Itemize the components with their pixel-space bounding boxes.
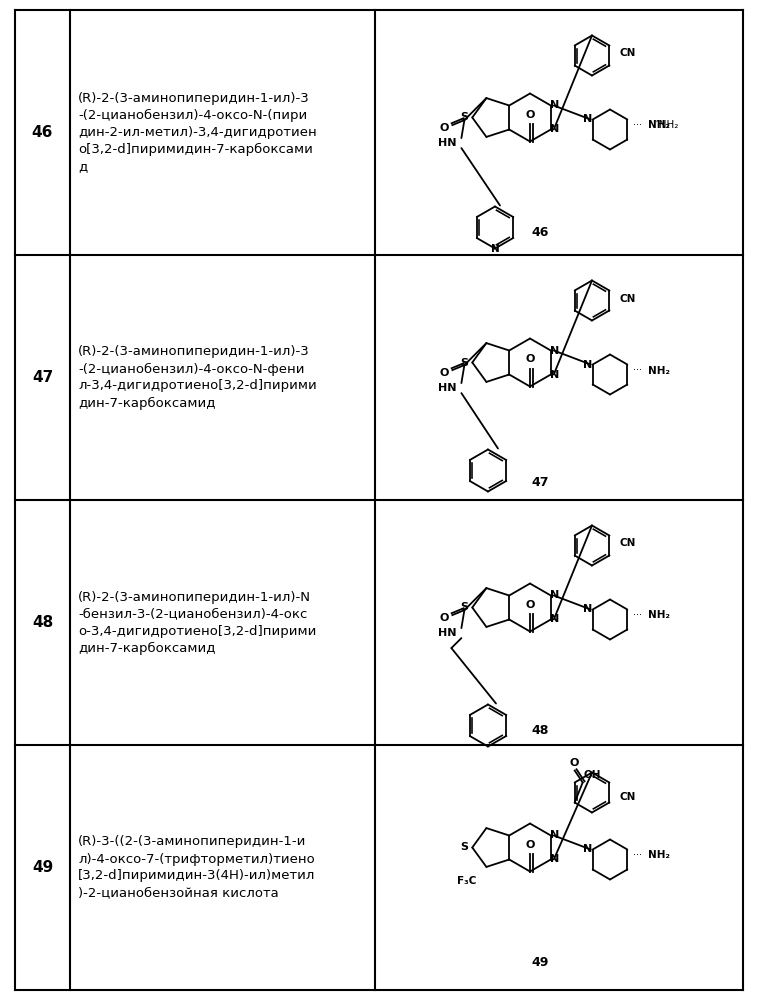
Text: O: O [525,840,534,850]
Text: о-3,4-дигидротиено[3,2-d]пирими: о-3,4-дигидротиено[3,2-d]пирими [78,624,317,638]
Text: N: N [583,844,592,854]
Text: 46: 46 [531,226,549,239]
Text: O: O [525,599,534,609]
Text: 49: 49 [531,956,549,969]
Text: S: S [460,842,468,852]
Text: NH₂: NH₂ [648,610,670,620]
Text: N: N [550,124,559,134]
Text: O: O [525,109,534,119]
Text: дин-7-карбоксамид: дин-7-карбоксамид [78,641,216,655]
Text: N: N [550,854,559,864]
Text: дин-7-карбоксамид: дин-7-карбоксамид [78,396,216,410]
Text: -(2-цианобензил)-4-оксо-N-фени: -(2-цианобензил)-4-оксо-N-фени [78,362,304,376]
Text: N: N [550,369,559,379]
Text: N: N [583,360,592,369]
Text: HN: HN [438,138,457,148]
Text: 49: 49 [32,860,53,875]
Text: NH₂: NH₂ [648,850,670,860]
Text: (R)-2-(3-аминопиперидин-1-ил)-N: (R)-2-(3-аминопиперидин-1-ил)-N [78,590,311,603]
Text: O: O [525,355,534,364]
Text: (R)-2-(3-аминопиперидин-1-ил)-3: (R)-2-(3-аминопиперидин-1-ил)-3 [78,346,310,359]
Text: HN: HN [438,383,457,393]
Text: S: S [460,112,468,122]
Text: S: S [460,602,468,612]
Text: [3,2-d]пиримидин-3(4H)-ил)метил: [3,2-d]пиримидин-3(4H)-ил)метил [78,869,316,882]
Text: F₃C: F₃C [458,876,477,886]
Text: 48: 48 [32,615,53,630]
Text: N: N [550,590,559,600]
Text: OH: OH [584,770,601,780]
Text: N: N [583,604,592,614]
Text: CN: CN [620,538,636,548]
Text: ···: ··· [633,120,642,130]
Text: ···: ··· [633,850,642,860]
Text: CN: CN [620,48,636,58]
Text: -бензил-3-(2-цианобензил)-4-окс: -бензил-3-(2-цианобензил)-4-окс [78,607,307,620]
Text: ’’NH₂: ’’NH₂ [652,120,679,130]
Text: 48: 48 [531,724,549,737]
Text: N: N [490,243,499,253]
Text: CN: CN [620,294,636,304]
Text: 47: 47 [531,476,549,489]
Text: (R)-2-(3-аминопиперидин-1-ил)-3: (R)-2-(3-аминопиперидин-1-ил)-3 [78,92,310,105]
Text: л)-4-оксо-7-(трифторметил)тиено: л)-4-оксо-7-(трифторметил)тиено [78,852,315,865]
Text: )-2-цианобензойная кислота: )-2-цианобензойная кислота [78,886,279,900]
Text: O: O [439,368,449,378]
Text: ···: ··· [633,365,642,375]
Text: -(2-цианобензил)-4-оксо-N-(пири: -(2-цианобензил)-4-оксо-N-(пири [78,109,307,122]
Text: HN: HN [438,628,457,638]
Text: S: S [460,358,468,367]
Text: NH₂: NH₂ [648,365,670,375]
Text: N: N [583,114,592,124]
Text: 47: 47 [32,370,53,385]
Text: л-3,4-дигидротиено[3,2-d]пирими: л-3,4-дигидротиено[3,2-d]пирими [78,379,317,392]
Text: N: N [550,346,559,356]
Text: N: N [550,614,559,624]
Text: дин-2-ил-метил)-3,4-дигидротиен: дин-2-ил-метил)-3,4-дигидротиен [78,126,317,139]
Text: N: N [550,101,559,110]
Text: N: N [550,830,559,840]
Text: O: O [570,758,579,768]
Text: O: O [439,613,449,623]
Text: O: O [439,123,449,133]
Text: 46: 46 [32,125,53,140]
Text: д: д [78,160,87,173]
Text: ···: ··· [633,610,642,620]
Text: о[3,2-d]пиримидин-7-карбоксами: о[3,2-d]пиримидин-7-карбоксами [78,143,313,156]
Text: (R)-3-((2-(3-аминопиперидин-1-и: (R)-3-((2-(3-аминопиперидин-1-и [78,836,307,848]
Text: NH₂: NH₂ [648,120,670,130]
Text: CN: CN [620,792,636,802]
